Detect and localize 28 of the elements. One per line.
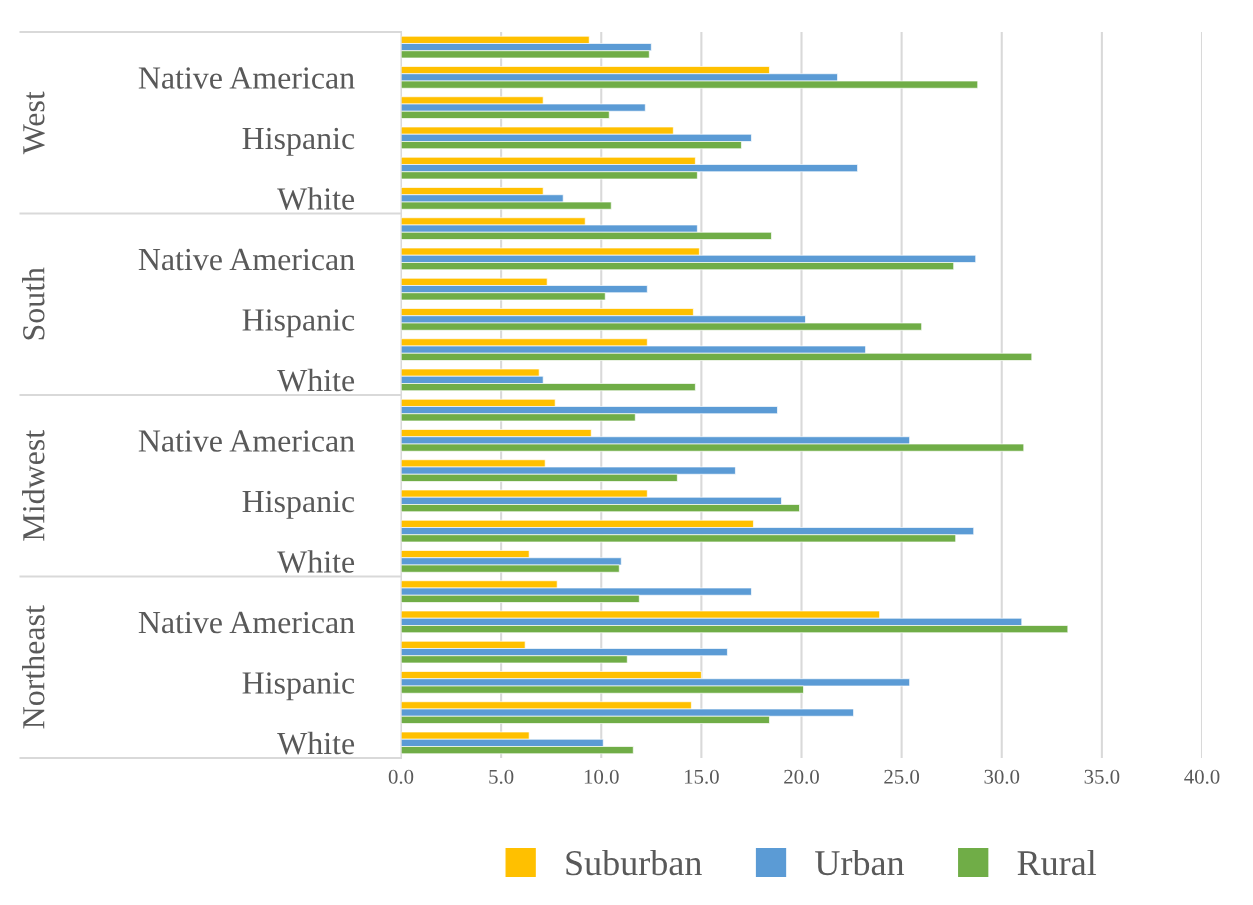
x-tick-label: 40.0 xyxy=(1184,769,1220,784)
legend-label: Rural xyxy=(1017,849,1097,876)
x-tick-label: 10.0 xyxy=(584,769,619,784)
y-tick-label: White xyxy=(277,187,355,210)
y-tick-label: Hispanic xyxy=(242,309,355,338)
text: Northeast xyxy=(22,605,45,729)
y-tick-label: Native American xyxy=(138,67,355,89)
text: South xyxy=(22,267,45,340)
y-tick-label: Native American xyxy=(138,248,355,271)
x-tick-label: 5.0 xyxy=(489,769,514,784)
x-tick-label: 15.0 xyxy=(684,769,719,784)
y-tick-label: White xyxy=(277,731,355,755)
y-tick-label: Hispanic xyxy=(242,127,355,156)
y-tick-label: White xyxy=(277,368,355,392)
legend-label: Urban xyxy=(815,849,905,876)
text: Midwest xyxy=(22,430,45,541)
text: West xyxy=(23,91,45,155)
legend-label: Suburban xyxy=(566,849,702,876)
y-tick-label: Hispanic xyxy=(242,672,355,701)
x-tick-label: 0.0 xyxy=(388,769,414,784)
y-tick-label: Native American xyxy=(138,611,355,634)
x-tick-label: 35.0 xyxy=(1084,769,1120,784)
x-tick-label: 20.0 xyxy=(784,769,819,784)
y-tick-label: White xyxy=(277,550,355,573)
y-tick-label: Native American xyxy=(138,430,355,452)
y-tick-label: Hispanic xyxy=(242,490,355,519)
x-tick-label: 30.0 xyxy=(984,769,1020,784)
x-tick-label: 25.0 xyxy=(884,769,920,784)
